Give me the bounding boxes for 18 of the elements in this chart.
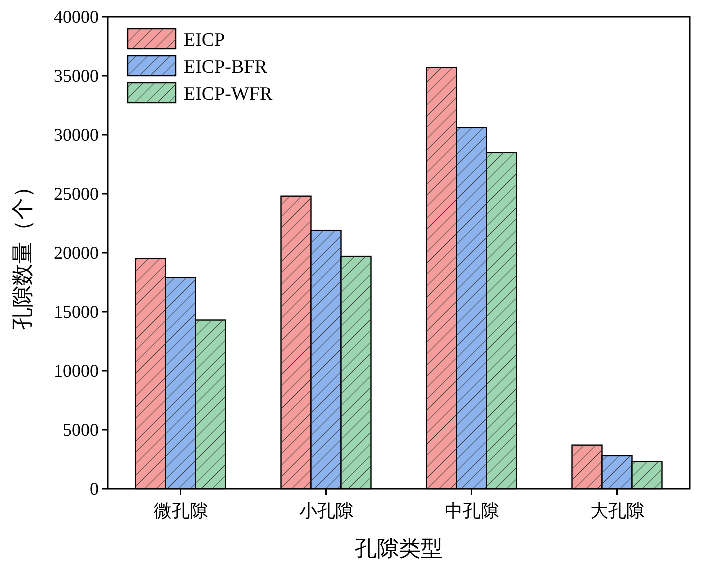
y-tick-label: 0 [90, 479, 99, 499]
y-tick-label: 15000 [54, 302, 99, 322]
legend-label: EICP-WFR [184, 84, 273, 105]
y-tick-label: 35000 [54, 66, 99, 86]
x-axis-title: 孔隙类型 [355, 536, 443, 561]
y-tick-label: 25000 [54, 184, 99, 204]
x-tick-label: 中孔隙 [444, 501, 499, 521]
legend-label: EICP-BFR [184, 57, 268, 78]
y-axis-title: 孔隙数量（个） [10, 176, 35, 330]
y-tick-label: 30000 [54, 125, 99, 145]
y-tick-label: 10000 [54, 361, 99, 381]
legend-label: EICP [184, 30, 226, 51]
x-tick-label: 大孔隙 [590, 501, 644, 521]
x-tick-label: 微孔隙 [154, 501, 208, 521]
x-tick-label: 小孔隙 [299, 501, 354, 521]
y-tick-label: 5000 [63, 420, 99, 440]
y-tick-label: 20000 [54, 243, 99, 263]
y-tick-label: 40000 [54, 7, 99, 27]
